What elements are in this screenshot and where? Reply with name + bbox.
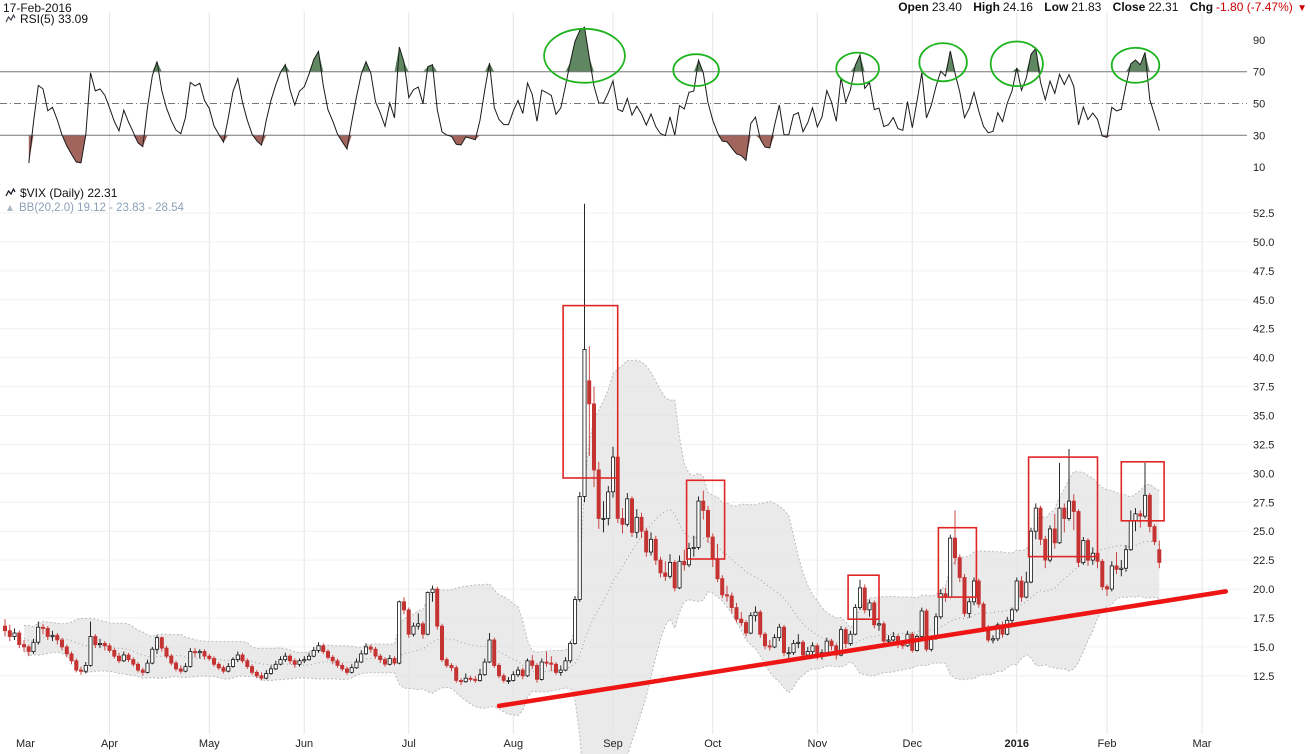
svg-text:35.0: 35.0 <box>1253 411 1274 423</box>
price-indicator-icon <box>5 188 16 197</box>
svg-text:Mar: Mar <box>16 738 35 750</box>
svg-text:15.0: 15.0 <box>1253 642 1274 654</box>
svg-text:20.0: 20.0 <box>1253 584 1274 596</box>
bollinger-legend: BB(20,2.0) 19.12 - 23.83 - 28.54 <box>5 202 184 214</box>
svg-text:May: May <box>199 738 220 750</box>
svg-text:25.0: 25.0 <box>1253 526 1274 538</box>
rsi-line <box>28 26 1160 164</box>
svg-text:90: 90 <box>1253 35 1265 47</box>
chg-value: -1.80 (-7.47%) <box>1216 0 1293 14</box>
svg-text:42.5: 42.5 <box>1253 324 1274 336</box>
close-label: Close <box>1112 0 1146 14</box>
rsi-indicator-icon <box>5 14 16 23</box>
svg-text:22.5: 22.5 <box>1253 555 1274 567</box>
svg-text:32.5: 32.5 <box>1253 439 1274 451</box>
svg-text:Dec: Dec <box>903 738 923 750</box>
svg-text:17.5: 17.5 <box>1253 613 1274 625</box>
svg-text:Oct: Oct <box>704 738 721 750</box>
svg-text:70: 70 <box>1253 67 1265 79</box>
chg-label: Chg <box>1189 0 1214 14</box>
svg-text:45.0: 45.0 <box>1253 295 1274 307</box>
svg-text:50: 50 <box>1253 99 1265 111</box>
svg-text:Nov: Nov <box>808 738 828 750</box>
high-label: High <box>973 0 1000 14</box>
vix-legend-label: $VIX (Daily) 22.31 <box>20 186 118 200</box>
svg-text:30: 30 <box>1253 130 1265 142</box>
rsi-fills <box>28 27 1160 164</box>
high-value: 24.16 <box>1002 0 1033 14</box>
down-arrow-icon: ▼ <box>1297 3 1307 14</box>
svg-text:10: 10 <box>1253 162 1265 174</box>
svg-text:47.5: 47.5 <box>1253 266 1274 278</box>
svg-text:Jun: Jun <box>295 738 313 750</box>
chart-date: 17-Feb-2016 <box>3 1 72 15</box>
rsi-legend: RSI(5) 33.09 <box>5 12 88 26</box>
svg-text:40.0: 40.0 <box>1253 353 1274 365</box>
bollinger-legend-label: BB(20,2.0) 19.12 - 23.83 - 28.54 <box>19 202 184 214</box>
annotation-red-boxes <box>562 304 1165 621</box>
svg-text:Apr: Apr <box>101 738 118 750</box>
svg-text:30.0: 30.0 <box>1253 468 1274 480</box>
quote-bar: Open 23.40 High 24.16 Low 21.83 Close 22.31 … <box>898 0 1307 14</box>
svg-text:Mar: Mar <box>1193 738 1212 750</box>
vix-legend: $VIX (Daily) 22.31 <box>5 186 117 200</box>
svg-text:52.5: 52.5 <box>1253 208 1274 220</box>
open-value: 23.40 <box>931 0 962 14</box>
svg-text:Feb: Feb <box>1098 738 1117 750</box>
low-value: 21.83 <box>1071 0 1102 14</box>
close-value: 22.31 <box>1148 0 1179 14</box>
x-axis-labels: Mar Apr May Jun Jul Aug Sep Oct Nov Dec 2016 Feb Mar <box>16 738 1212 750</box>
bollinger-band <box>23 359 1160 754</box>
svg-text:37.5: 37.5 <box>1253 382 1274 394</box>
trendline <box>496 589 1229 709</box>
svg-text:50.0: 50.0 <box>1253 237 1274 249</box>
svg-text:27.5: 27.5 <box>1253 497 1274 509</box>
svg-text:Aug: Aug <box>504 738 524 750</box>
rsi-legend-label: RSI(5) 33.09 <box>20 12 89 26</box>
svg-text:2016: 2016 <box>1005 738 1029 750</box>
open-label: Open <box>898 0 929 14</box>
bollinger-band-icon <box>7 205 13 211</box>
annotation-green-ellipses <box>543 27 1161 87</box>
svg-text:Sep: Sep <box>603 738 623 750</box>
low-label: Low <box>1044 0 1069 14</box>
svg-text:12.5: 12.5 <box>1253 671 1274 683</box>
svg-text:Jul: Jul <box>402 738 416 750</box>
y-axis-labels: 52.5 50.0 47.5 45.0 42.5 40.0 37.5 35.0 32.5 30.0… <box>1253 35 1274 683</box>
candles <box>3 203 1162 686</box>
